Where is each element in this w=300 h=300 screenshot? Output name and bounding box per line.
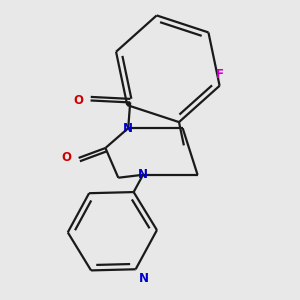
Text: N: N: [138, 168, 148, 181]
Text: O: O: [61, 152, 71, 164]
Text: F: F: [216, 68, 224, 81]
Text: O: O: [73, 94, 83, 107]
Text: N: N: [139, 272, 148, 285]
Text: N: N: [123, 122, 133, 135]
